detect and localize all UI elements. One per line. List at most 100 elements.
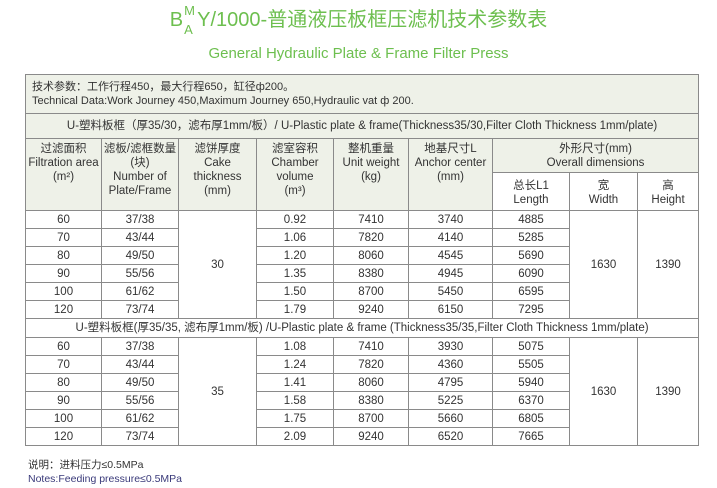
cell-width: 1630 xyxy=(569,210,638,319)
cell-length: 6090 xyxy=(492,264,570,283)
header-line: Width xyxy=(588,194,619,206)
cell-plates: 61/62 xyxy=(101,409,179,428)
header-line: 总长L1 xyxy=(513,180,549,192)
notes-cn: 说明：进料压力≤0.5MPa xyxy=(28,459,144,471)
header-anchor: 地基尺寸L Anchor center (mm) xyxy=(408,138,493,211)
table-row: 100 61/62 1.75 8700 5660 6805 xyxy=(25,409,699,428)
cell-chamber: 1.06 xyxy=(256,228,334,247)
header-line: 外形尺寸(mm) xyxy=(559,143,632,155)
header-line: 地基尺寸L xyxy=(424,143,477,155)
cell-plates: 55/56 xyxy=(101,264,179,283)
cell-weight: 7820 xyxy=(333,228,409,247)
cell-chamber: 1.20 xyxy=(256,246,334,265)
cell-chamber: 1.08 xyxy=(256,337,334,356)
cell-area: 100 xyxy=(25,409,102,428)
cell-weight: 9240 xyxy=(333,427,409,446)
cell-chamber: 1.75 xyxy=(256,409,334,428)
title-a: A xyxy=(184,22,193,37)
cell-anchor: 4140 xyxy=(408,228,493,247)
table-row: 60 37/38 30 0.92 7410 3740 4885 1630 1390 xyxy=(25,210,700,319)
spec-table: 技术参数：工作行程450，最大行程650，缸径ф200。 Technical Da… xyxy=(24,74,700,446)
header-line: (mm) xyxy=(437,171,464,183)
cell-height: 1390 xyxy=(636,337,700,446)
cell-area: 70 xyxy=(25,355,102,374)
header-line: (m²) xyxy=(52,171,75,183)
header-line: 滤室容积 xyxy=(272,143,318,155)
header-line: Chamber volume xyxy=(271,157,319,183)
title-rest: Y/1000-普通液压板框压滤机技术参数表 xyxy=(197,9,548,31)
header-line: Unit weight xyxy=(342,157,400,169)
section-header: U-塑料板框(厚35/35, 滤布厚1mm/板) /U-Plastic plat… xyxy=(24,318,700,338)
cell-cake: 30 xyxy=(178,210,257,319)
cell-anchor: 5450 xyxy=(408,282,493,301)
section-header: U-塑料板框（厚35/30，滤布厚1mm/板）/ U-Plastic plate… xyxy=(24,113,700,139)
tech-data-cn: 技术参数：工作行程450，最大行程650，缸径ф200。 xyxy=(32,81,295,93)
header-height: 高 Height xyxy=(636,172,700,211)
cell-weight: 8380 xyxy=(333,264,409,283)
header-line: Anchor center xyxy=(414,157,487,169)
cell-anchor: 4945 xyxy=(408,264,493,283)
header-line: Height xyxy=(651,194,685,206)
cell-area: 60 xyxy=(25,337,102,356)
cell-chamber: 1.50 xyxy=(256,282,334,301)
cell-anchor: 5660 xyxy=(408,409,493,428)
header-line: 过滤面积 xyxy=(40,143,87,155)
cell-plates: 55/56 xyxy=(101,391,179,410)
notes: 说明：进料压力≤0.5MPa Notes:Feeding pressure≤0.5… xyxy=(28,458,182,486)
cell-area: 80 xyxy=(25,246,102,265)
table-row: 60 37/38 35 1.08 7410 3930 5075 1630 1390 xyxy=(25,337,700,446)
tech-data-en: Technical Data:Work Journey 450,Maximum … xyxy=(32,95,414,107)
header-line: 宽 xyxy=(597,180,610,192)
header-line: (mm) xyxy=(204,185,231,197)
header-line: Filtration area xyxy=(28,157,99,169)
header-line: 滤板/滤框数量(块) xyxy=(103,143,177,169)
page-title: B M A Y/1000-普通液压板框压滤机技术参数表 xyxy=(0,3,717,37)
cell-chamber: 1.41 xyxy=(256,373,334,392)
cell-plates: 37/38 xyxy=(101,337,179,356)
cell-plates: 61/62 xyxy=(101,282,179,301)
cell-area: 90 xyxy=(25,391,102,410)
tech-data: 技术参数：工作行程450，最大行程650，缸径ф200。 Technical Da… xyxy=(24,74,700,114)
cell-plates: 73/74 xyxy=(101,300,179,319)
cell-chamber: 0.92 xyxy=(256,210,334,229)
cell-length: 4885 xyxy=(492,210,570,229)
cell-area: 120 xyxy=(25,427,102,446)
cell-weight: 7410 xyxy=(333,210,409,229)
header-line: (kg) xyxy=(361,171,381,183)
cell-weight: 9240 xyxy=(333,300,409,319)
header-line: 整机重量 xyxy=(348,143,394,155)
cell-chamber: 1.58 xyxy=(256,391,334,410)
page-subtitle: General Hydraulic Plate & Frame Filter P… xyxy=(208,45,509,62)
table-row: 120 73/74 1.79 9240 6150 7295 xyxy=(25,300,699,319)
cell-plates: 43/44 xyxy=(101,355,179,374)
table-row: 100 61/62 1.50 8700 5450 6595 xyxy=(25,282,699,301)
cell-length: 5285 xyxy=(492,228,570,247)
cell-weight: 8060 xyxy=(333,246,409,265)
header-plates: 滤板/滤框数量(块) Number of Plate/Frame xyxy=(101,138,179,211)
header-chamber: 滤室容积 Chamber volume (m³) xyxy=(256,138,334,211)
cell-anchor: 4545 xyxy=(408,246,493,265)
header-width: 宽 Width xyxy=(569,172,638,211)
cell-length: 6595 xyxy=(492,282,570,301)
cell-weight: 8700 xyxy=(333,409,409,428)
cell-weight: 8380 xyxy=(333,391,409,410)
cell-height: 1390 xyxy=(636,210,700,319)
header-area: 过滤面积 Filtration area (m²) xyxy=(25,138,102,211)
cell-length: 6805 xyxy=(492,409,570,428)
cell-anchor: 6520 xyxy=(408,427,493,446)
table-row: 80 49/50 1.20 8060 4545 5690 xyxy=(25,246,699,265)
header-line: Length xyxy=(513,194,549,206)
header-line: Overall dimensions xyxy=(546,157,645,169)
cell-length: 7665 xyxy=(492,427,570,446)
cell-plates: 43/44 xyxy=(101,228,179,247)
cell-length: 6370 xyxy=(492,391,570,410)
header-line: 滤饼厚度 xyxy=(194,143,241,155)
cell-chamber: 1.35 xyxy=(256,264,334,283)
header-line: (m³) xyxy=(284,185,306,197)
cell-anchor: 5225 xyxy=(408,391,493,410)
cell-plates: 73/74 xyxy=(101,427,179,446)
header-overall: 外形尺寸(mm) Overall dimensions xyxy=(491,138,700,173)
cell-length: 5075 xyxy=(492,337,570,356)
cell-width: 1630 xyxy=(569,337,638,446)
